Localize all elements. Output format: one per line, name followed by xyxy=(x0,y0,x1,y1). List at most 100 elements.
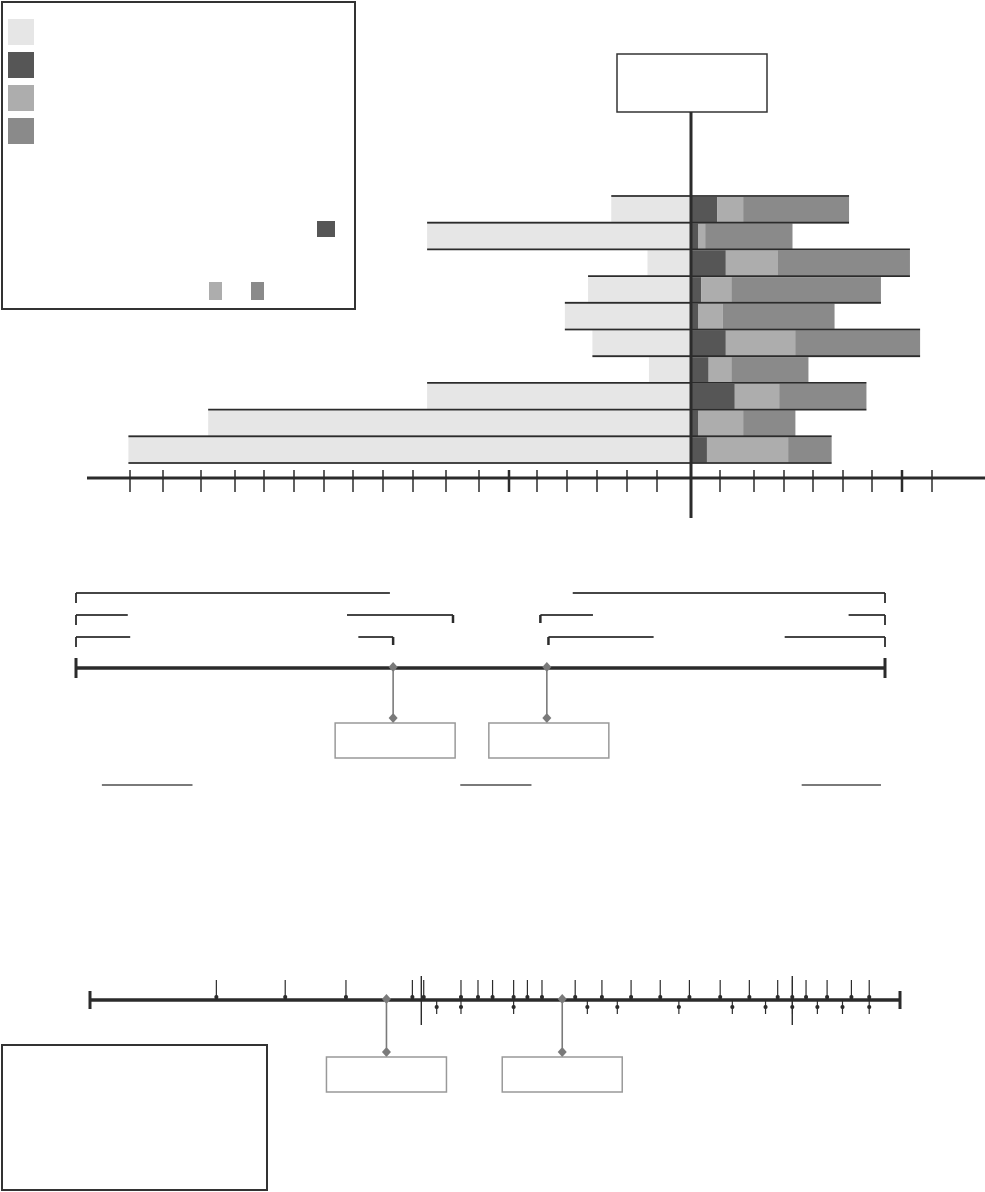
event-dot xyxy=(214,995,219,999)
legend-swatch-dark xyxy=(8,52,34,78)
event-dot xyxy=(573,995,578,999)
bar-segment-light xyxy=(588,277,691,303)
legend-swatch-mid xyxy=(8,85,34,111)
bar-segment-dark xyxy=(691,357,709,383)
event-dot xyxy=(849,995,854,999)
row-separators xyxy=(128,195,921,464)
bar-segment-mid xyxy=(717,197,744,222)
bar-segment-midDark xyxy=(743,197,850,222)
event-dot xyxy=(343,995,348,999)
bar-segment-mid xyxy=(698,223,706,249)
event-marker-diamond xyxy=(381,1047,391,1057)
bar-chart xyxy=(87,53,985,518)
bar-segment-mid xyxy=(698,303,723,329)
bar-segment-light xyxy=(648,357,691,383)
bar-segment-mid xyxy=(725,330,796,356)
marker-diamond xyxy=(542,662,552,672)
event-dot xyxy=(867,995,872,999)
bar-segment-midDark xyxy=(705,223,793,249)
bar-segment-mid xyxy=(725,250,778,276)
event-dot xyxy=(615,1005,620,1009)
bar-segment-midDark xyxy=(731,277,881,303)
bar-segment-light xyxy=(427,383,691,409)
event-dot xyxy=(718,995,723,999)
chart-header-box xyxy=(616,53,768,113)
event-markers xyxy=(325,994,623,1093)
legend-swatches xyxy=(8,19,34,144)
marker-diamond xyxy=(388,662,398,672)
timeline-markers xyxy=(334,662,610,759)
event-marker-label-box xyxy=(325,1056,448,1093)
bar-segment-dark xyxy=(691,437,707,463)
event-legend-box xyxy=(1,1044,268,1191)
bar-segment-dark xyxy=(691,410,699,436)
bars xyxy=(128,197,921,463)
event-dot xyxy=(730,1005,735,1009)
event-dot xyxy=(458,995,463,999)
bar-segment-light xyxy=(128,437,691,463)
bar-segment-mid xyxy=(734,383,780,409)
event-dot xyxy=(840,1005,845,1009)
bar-segment-midDark xyxy=(731,357,809,383)
event-dot xyxy=(775,995,780,999)
bar-segment-midDark xyxy=(743,410,796,436)
event-dot xyxy=(599,995,604,999)
marker-label-box xyxy=(488,722,610,759)
bar-segment-light xyxy=(647,250,691,276)
legend-panel xyxy=(1,1,356,310)
event-dot xyxy=(629,995,634,999)
bar-segment-dark xyxy=(691,303,699,329)
event-dot xyxy=(475,995,480,999)
event-dot xyxy=(763,1005,768,1009)
legend-swatch-light xyxy=(8,19,34,45)
x-axis-ticks xyxy=(129,470,933,492)
legend-swatch-midDark xyxy=(8,118,34,144)
event-marker-diamond xyxy=(557,994,567,1004)
bar-segment-mid xyxy=(706,437,789,463)
event-dot xyxy=(410,995,415,999)
legend-inline-swatch-mid xyxy=(209,282,222,300)
event-dot xyxy=(815,1005,820,1009)
bar-segment-mid xyxy=(708,357,732,383)
event-dot xyxy=(585,1005,590,1009)
event-dot xyxy=(539,995,544,999)
event-dot xyxy=(511,1005,516,1009)
event-marker-diamond xyxy=(557,1047,567,1057)
event-dot xyxy=(511,995,516,999)
event-dot xyxy=(525,995,530,999)
event-dot xyxy=(283,995,288,999)
bar-segment-dark xyxy=(691,277,702,303)
event-ticks xyxy=(214,976,872,1025)
timeline-brackets xyxy=(75,592,886,647)
event-dot xyxy=(804,995,809,999)
bar-segment-light xyxy=(427,223,691,249)
event-marker-label-box xyxy=(501,1056,623,1093)
bar-segment-midDark xyxy=(722,303,835,329)
bar-segment-dark xyxy=(691,223,699,249)
legend-box xyxy=(1,1,356,310)
timeline-panel xyxy=(74,592,887,786)
marker-label-box xyxy=(334,722,456,759)
bar-segment-dark xyxy=(691,250,726,276)
event-dot xyxy=(687,995,692,999)
event-dot xyxy=(490,995,495,999)
legend-inline-swatch-midDark xyxy=(251,282,264,300)
bar-segment-dark xyxy=(691,197,718,222)
bar-segment-light xyxy=(208,410,691,436)
event-dot xyxy=(747,995,752,999)
bar-segment-light xyxy=(592,330,691,356)
marker-diamond xyxy=(388,713,398,723)
event-marker-diamond xyxy=(381,994,391,1004)
bar-segment-midDark xyxy=(779,383,867,409)
bar-segment-light xyxy=(611,197,691,222)
event-dot xyxy=(421,995,426,999)
bar-segment-dark xyxy=(691,383,735,409)
bar-segment-light xyxy=(564,303,691,329)
event-panel xyxy=(1,976,902,1191)
event-dot xyxy=(458,1005,463,1009)
legend-inline-swatches xyxy=(209,221,335,300)
event-dot xyxy=(825,995,830,999)
event-dot xyxy=(434,1005,439,1009)
bar-segment-midDark xyxy=(778,250,910,276)
